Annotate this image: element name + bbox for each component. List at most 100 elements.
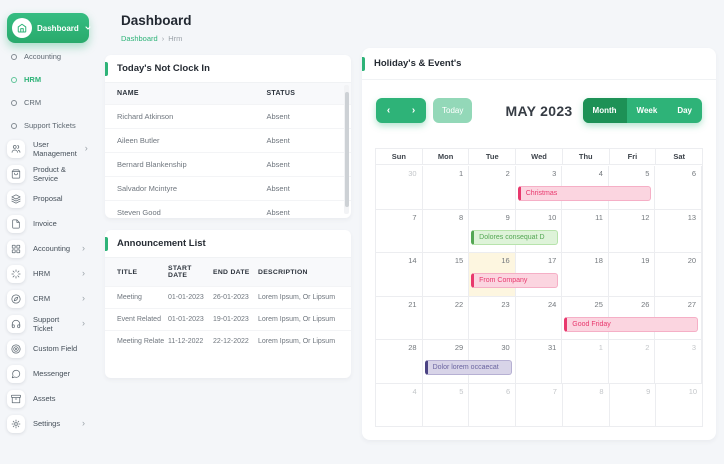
calendar-event-from-company[interactable]: From Company — [471, 273, 559, 288]
sidebar-item-user-management[interactable]: User Management › — [0, 136, 95, 161]
chevron-right-icon: › — [82, 293, 85, 303]
calendar-week-6: 4 5 6 7 8 9 10 — [376, 383, 702, 426]
sidebar-item-label: Product & Service — [33, 164, 66, 183]
cell: Event Related — [105, 308, 164, 331]
sidebar-item-dashboard[interactable]: Dashboard — [7, 13, 91, 43]
calendar-day[interactable]: 2 — [469, 166, 516, 209]
calendar-event-christmas[interactable]: Christmas — [517, 186, 652, 201]
chevron-right-icon: › — [82, 318, 85, 328]
not-clock-in-row: Bernard Blankenship Absent — [105, 152, 351, 177]
calendar-event-good-friday[interactable]: Good Friday — [564, 316, 698, 332]
calendar-event-dolores-consequat-d[interactable]: Dolores consequat D — [471, 229, 559, 245]
cell: Lorem Ipsum, Or Lipsum — [254, 330, 351, 352]
calendar-day[interactable]: 8 — [563, 383, 610, 426]
breadcrumb-dashboard-link[interactable]: Dashboard — [121, 34, 158, 43]
calendar-day[interactable]: 10 — [688, 386, 698, 396]
scrollbar-thumb[interactable] — [344, 92, 349, 207]
calendar-day[interactable]: 1 — [562, 340, 609, 383]
sidebar: Dashboard Accounting HRM CRM Support Ticket… — [0, 0, 95, 464]
next-month-button[interactable]: › — [401, 98, 426, 123]
sidebar-item-settings[interactable]: Settings › — [0, 411, 95, 436]
calendar-day[interactable]: 4 — [376, 383, 423, 426]
today-button[interactable]: Today — [433, 98, 473, 123]
calendar-grid: Sun Mon Tue Wed Thu Fri Sat 30 1 2 3 4 5 6 Christmas 7… — [375, 148, 703, 427]
scrollbar[interactable] — [344, 85, 349, 214]
day-header-sun: Sun — [376, 149, 423, 164]
card-header: Announcement List — [105, 230, 351, 258]
calendar-event-dolor-lorem-occaecat[interactable]: Dolor lorem occaecat — [424, 360, 512, 375]
calendar-day[interactable]: 27 — [655, 296, 703, 339]
view-week-button[interactable]: Week — [627, 98, 668, 123]
sidebar-subitem-accounting[interactable]: Accounting — [0, 45, 95, 68]
view-month-button[interactable]: Month — [582, 98, 627, 123]
announcement-row: Event Related 01-01-2023 19-01-2023 Lorem I… — [105, 308, 351, 331]
column-header-name: NAME — [105, 83, 263, 105]
calendar-day[interactable]: 22 — [423, 296, 470, 339]
calendar-day[interactable]: 13 — [655, 209, 703, 252]
sidebar-subitem-hrm[interactable]: HRM — [0, 68, 95, 91]
card-title: Today's Not Clock In — [117, 63, 210, 74]
calendar-day[interactable]: 23 — [469, 296, 516, 339]
calendar-day[interactable]: 6 — [469, 383, 517, 426]
view-day-button[interactable]: Day — [667, 98, 702, 123]
announcement-table: TITLE START DATE END DATE DESCRIPTION Meeti… — [105, 258, 351, 352]
sidebar-item-invoice[interactable]: Invoice — [0, 211, 95, 236]
calendar-day[interactable]: 28 — [376, 340, 423, 383]
sidebar-item-hrm[interactable]: HRM › — [0, 261, 95, 286]
calendar-day[interactable]: 11 — [562, 209, 609, 252]
calendar-day[interactable]: 7 — [516, 383, 563, 426]
calendar-week-4: 21 22 23 24 25 26 27 Good Friday — [376, 296, 703, 340]
calendar-day[interactable]: 9 — [610, 383, 657, 426]
calendar-day[interactable]: 1 — [423, 166, 470, 209]
calendar-day[interactable]: 18 — [562, 253, 609, 296]
sidebar-item-product-service[interactable]: Product & Service — [0, 161, 95, 186]
calendar-day[interactable]: 8 — [423, 209, 470, 252]
sidebar-item-accounting[interactable]: Accounting › — [0, 236, 95, 261]
prev-month-button[interactable]: ‹ — [376, 98, 401, 123]
calendar-day[interactable]: 3 — [655, 340, 703, 383]
calendar-day[interactable]: 15 — [423, 253, 470, 296]
announcement-row: Meeting Related 11-12-2022 22-12-2022 Lorem… — [105, 330, 351, 352]
sidebar-item-assets[interactable]: Assets — [0, 386, 95, 411]
calendar-day[interactable]: 30 — [376, 166, 423, 209]
calendar-day[interactable]: 10 — [516, 209, 563, 252]
calendar-day[interactable]: 30 — [469, 340, 516, 383]
announcement-row: Meeting 01-01-2023 26-01-2023 Lorem Ipsum, … — [105, 286, 351, 309]
sidebar-item-label: Proposal — [33, 194, 63, 203]
calendar-card: Holiday's & Event's ‹ › Today MAY 2023 M… — [362, 48, 716, 440]
sidebar-subitem-label: Support Tickets — [24, 121, 76, 130]
sidebar-item-support-ticket[interactable]: Support Ticket › — [0, 311, 95, 336]
calendar-day[interactable]: 5 — [423, 383, 470, 426]
calendar-day[interactable]: 6 — [655, 166, 703, 209]
calendar-day[interactable]: 17 — [516, 253, 563, 296]
calendar-day[interactable]: 24 — [516, 296, 563, 339]
sidebar-item-crm[interactable]: CRM › — [0, 286, 95, 311]
sidebar-subitem-label: HRM — [24, 75, 42, 84]
calendar-day[interactable]: 19 — [609, 253, 656, 296]
shopping-bag-icon — [7, 164, 25, 183]
card-header: Holiday's & Event's — [362, 48, 716, 80]
cell: 01-01-2023 — [164, 308, 209, 331]
calendar-day[interactable]: 14 — [376, 253, 423, 296]
sidebar-subitem-support-tickets[interactable]: Support Tickets — [0, 114, 95, 137]
calendar-day[interactable]: 20 — [655, 253, 703, 296]
sidebar-item-label: CRM — [33, 294, 51, 303]
calendar-day[interactable]: 5 — [609, 166, 656, 209]
sidebar-item-custom-field[interactable]: Custom Field — [0, 336, 95, 361]
column-header-title: TITLE — [105, 258, 164, 287]
calendar-day[interactable]: 21 — [376, 296, 423, 339]
bullet-icon — [11, 53, 17, 60]
calendar-day[interactable]: 12 — [609, 209, 656, 252]
day-header-fri: Fri — [610, 149, 657, 164]
chevron-right-icon: › — [82, 418, 85, 428]
sidebar-subitem-crm[interactable]: CRM — [0, 91, 95, 114]
sidebar-item-proposal[interactable]: Proposal — [0, 186, 95, 211]
card-title: Announcement List — [117, 238, 206, 249]
calendar-day[interactable]: 2 — [609, 340, 656, 383]
calendar-day[interactable]: 31 — [516, 340, 563, 383]
calendar-day[interactable]: 7 — [376, 209, 423, 252]
column-header-description: DESCRIPTION — [254, 258, 351, 287]
sidebar-item-messenger[interactable]: Messenger — [0, 361, 95, 386]
cell: Absent — [262, 200, 351, 224]
